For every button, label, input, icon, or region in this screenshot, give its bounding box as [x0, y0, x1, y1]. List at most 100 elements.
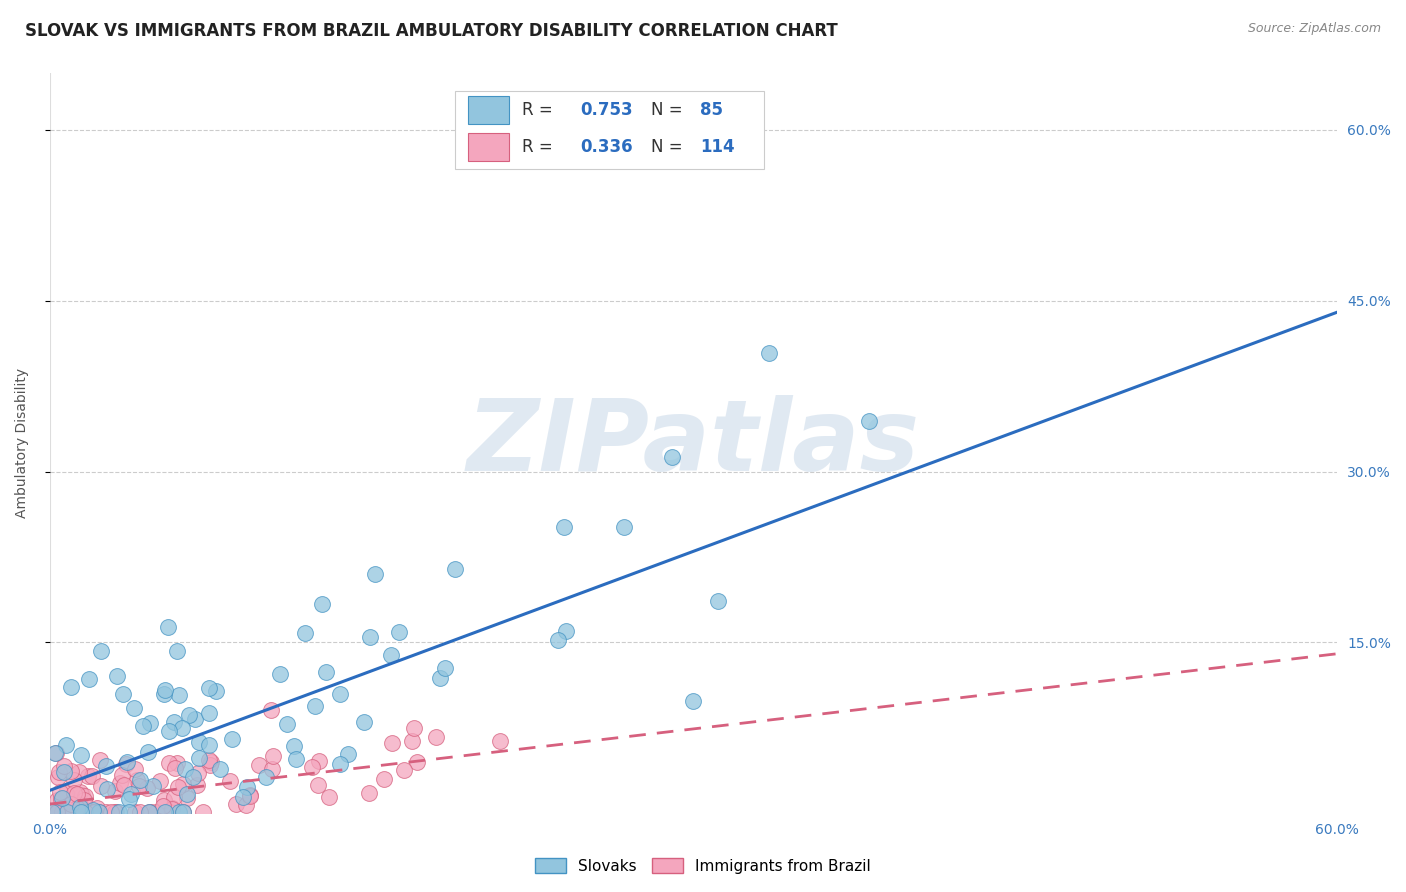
Point	[547, 632, 569, 647]
Point	[70, 805, 93, 819]
Point	[429, 671, 451, 685]
Point	[59, 764, 82, 778]
Point	[301, 760, 323, 774]
Point	[56, 802, 79, 816]
Point	[200, 755, 222, 769]
Point	[163, 790, 186, 805]
Point	[62, 805, 84, 819]
Legend: Slovaks, Immigrants from Brazil: Slovaks, Immigrants from Brazil	[529, 852, 877, 880]
Point	[682, 694, 704, 708]
Point	[149, 774, 172, 789]
Point	[329, 756, 352, 771]
Point	[166, 780, 188, 794]
Point	[42, 805, 65, 819]
Point	[87, 805, 110, 819]
Point	[311, 597, 333, 611]
Point	[262, 748, 284, 763]
Point	[489, 734, 512, 748]
Point	[392, 763, 415, 777]
Point	[425, 730, 447, 744]
Point	[153, 682, 176, 697]
Point	[51, 791, 73, 805]
Point	[108, 805, 131, 819]
Point	[336, 747, 359, 761]
Point	[138, 805, 160, 819]
Point	[198, 757, 221, 772]
Point	[73, 805, 96, 819]
Point	[553, 520, 575, 534]
Text: 85: 85	[700, 101, 723, 119]
Point	[67, 805, 90, 819]
Point	[83, 805, 105, 819]
Point	[204, 683, 226, 698]
Point	[239, 788, 262, 802]
Point	[153, 793, 176, 807]
Point	[381, 735, 404, 749]
Point	[132, 718, 155, 732]
Text: SLOVAK VS IMMIGRANTS FROM BRAZIL AMBULATORY DISABILITY CORRELATION CHART: SLOVAK VS IMMIGRANTS FROM BRAZIL AMBULAT…	[25, 22, 838, 40]
Point	[758, 346, 780, 360]
Point	[115, 757, 138, 772]
Point	[67, 765, 90, 780]
Point	[65, 805, 87, 819]
Point	[46, 805, 69, 819]
Point	[172, 805, 194, 819]
Point	[221, 732, 243, 747]
Point	[170, 721, 193, 735]
Point	[124, 763, 146, 777]
Point	[142, 780, 165, 794]
Point	[77, 672, 100, 686]
Point	[55, 738, 77, 752]
Point	[115, 755, 138, 769]
Point	[405, 755, 427, 769]
Point	[157, 756, 180, 771]
Point	[84, 805, 107, 819]
Point	[112, 778, 135, 792]
Point	[434, 661, 457, 675]
Point	[129, 805, 152, 819]
Point	[145, 805, 167, 819]
Point	[197, 753, 219, 767]
Point	[90, 780, 112, 794]
Point	[176, 787, 198, 801]
Text: 0.753: 0.753	[581, 101, 633, 119]
Text: 114: 114	[700, 138, 735, 156]
Point	[118, 792, 141, 806]
Point	[236, 780, 259, 794]
Point	[53, 765, 76, 780]
Point	[254, 770, 277, 784]
Text: Source: ZipAtlas.com: Source: ZipAtlas.com	[1247, 22, 1381, 36]
Point	[108, 776, 131, 790]
Point	[80, 805, 103, 819]
Point	[188, 751, 211, 765]
Point	[285, 752, 308, 766]
Point	[177, 707, 200, 722]
Point	[186, 778, 208, 792]
Point	[55, 805, 77, 819]
Point	[89, 753, 111, 767]
Point	[86, 801, 108, 815]
Point	[96, 782, 118, 797]
Point	[69, 797, 91, 812]
Point	[380, 648, 402, 662]
Point	[46, 805, 69, 819]
Point	[198, 681, 221, 695]
Text: R =: R =	[523, 138, 558, 156]
Point	[373, 772, 395, 786]
Point	[90, 644, 112, 658]
Point	[193, 805, 215, 819]
Text: 0.336: 0.336	[581, 138, 633, 156]
Point	[51, 805, 73, 819]
Point	[128, 779, 150, 793]
Point	[82, 803, 104, 817]
Point	[443, 562, 465, 576]
Point	[94, 805, 117, 819]
Point	[46, 805, 69, 819]
Point	[152, 799, 174, 814]
Point	[197, 738, 219, 752]
Point	[66, 805, 89, 819]
Point	[136, 745, 159, 759]
Point	[104, 805, 127, 819]
Point	[48, 764, 70, 779]
Point	[359, 630, 381, 644]
